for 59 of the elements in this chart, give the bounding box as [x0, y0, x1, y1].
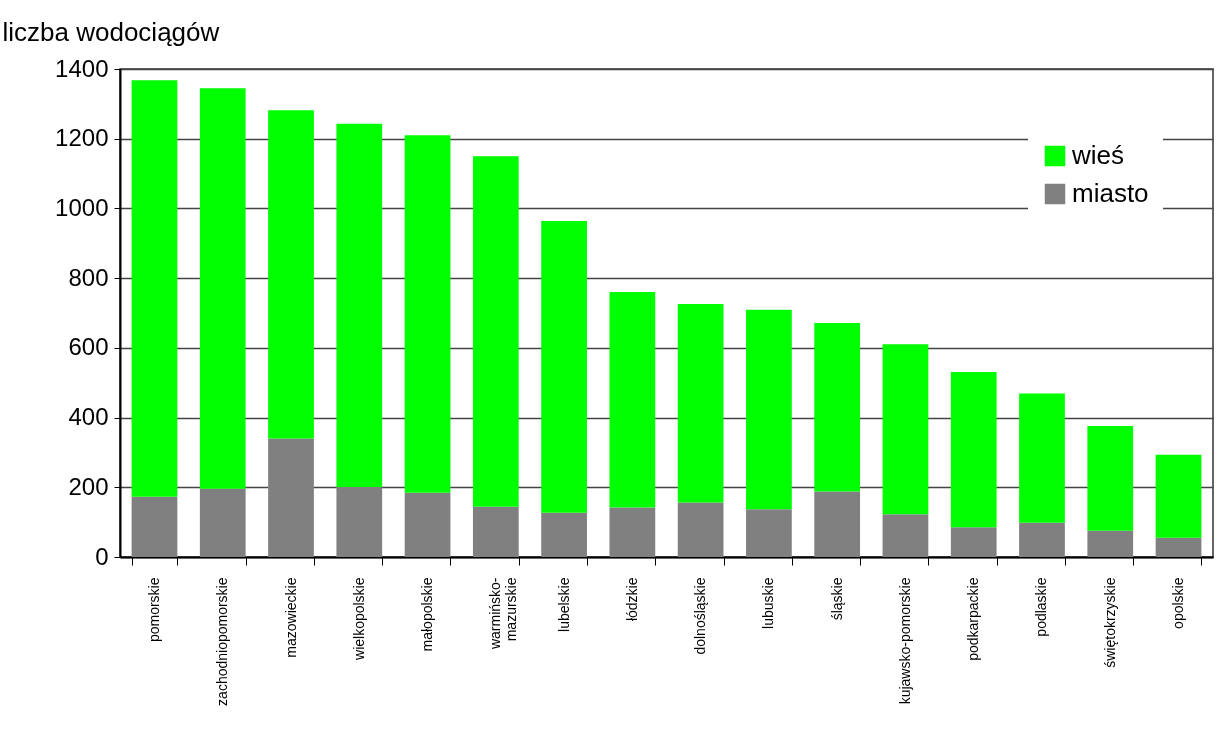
bar [950, 371, 997, 528]
y-tick-label: 600 [68, 333, 109, 361]
bar [677, 303, 724, 503]
bar [1019, 522, 1065, 557]
bar [950, 527, 997, 557]
bar [541, 512, 587, 557]
legend-label: miasto [1072, 178, 1149, 208]
x-tick-label: małopolskie [419, 577, 436, 652]
y-tick-label: 1200 [55, 124, 109, 152]
bar [336, 123, 383, 487]
x-tick-label: dolnośląskie [692, 577, 709, 655]
y-tick-label: 1400 [55, 54, 109, 82]
y-tick-label: 1000 [55, 193, 109, 221]
bar [746, 509, 792, 557]
x-tick-label: śląskie [828, 577, 845, 621]
x-tick-label: zachodniopomorskie [214, 577, 231, 706]
bar [472, 506, 519, 557]
x-tick-label: pomorskie [145, 577, 162, 643]
bar [609, 507, 656, 557]
y-tick-label: 0 [95, 542, 109, 570]
x-tick-label: mazowieckie [282, 577, 299, 658]
y-tick-label: 800 [68, 263, 109, 291]
bar [609, 292, 656, 508]
bar [1155, 537, 1202, 557]
y-tick-label: 200 [68, 472, 109, 500]
bar [131, 496, 178, 557]
bar [882, 344, 929, 515]
bar [677, 502, 724, 557]
bar [472, 156, 519, 507]
bar [814, 323, 861, 492]
y-axis-title: liczba wodociągów [2, 16, 220, 47]
bar [199, 88, 246, 489]
x-tick-label: lubuskie [760, 577, 777, 629]
bar [404, 492, 451, 557]
bar [404, 135, 451, 493]
y-tick-label: 400 [68, 403, 109, 431]
x-tick-label: opolskie [1170, 577, 1187, 629]
x-tick-label: warmińsko-mazurskie [487, 577, 520, 651]
bar [199, 488, 246, 557]
bar [268, 110, 314, 439]
x-tick-label: kujawsko-pomorskie [896, 577, 913, 705]
x-tick-label: podkarpackie [965, 577, 982, 661]
x-tick-label: lubelskie [555, 577, 572, 632]
bar [746, 309, 792, 510]
legend-label: wieś [1071, 140, 1125, 170]
x-tick-label: łódzkie [623, 577, 640, 622]
x-tick-label: podlaskie [1033, 577, 1050, 637]
bar [814, 491, 861, 557]
x-tick-label: świętokrzyskie [1101, 577, 1118, 668]
bar [1087, 530, 1134, 557]
bar [336, 486, 383, 557]
bar [1155, 454, 1202, 538]
bar [131, 80, 178, 497]
bar [541, 220, 587, 513]
bar [882, 514, 929, 557]
x-tick-label: wielkopolskie [350, 577, 367, 661]
bar [1019, 393, 1065, 523]
bar [1087, 425, 1134, 531]
bar [268, 438, 314, 557]
